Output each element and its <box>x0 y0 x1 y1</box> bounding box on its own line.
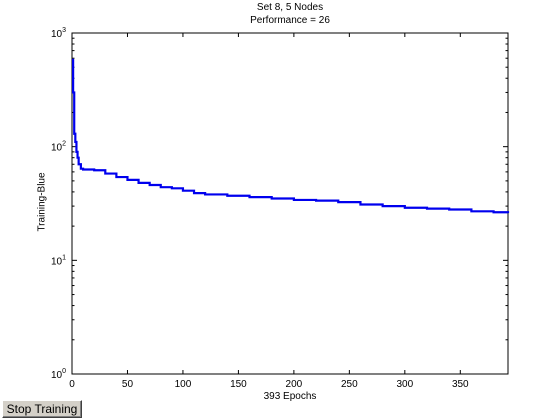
x-axis-label: 393 Epochs <box>263 391 317 402</box>
x-tick-label: 150 <box>230 379 247 390</box>
y-tick-label: 100 <box>51 368 66 381</box>
x-tick-label: 250 <box>341 379 358 390</box>
x-tick-label: 0 <box>69 379 75 390</box>
stop-training-button[interactable]: Stop Training <box>2 400 82 418</box>
y-tick-label: 102 <box>51 141 66 154</box>
plot-axes-box <box>71 32 509 375</box>
y-tick-label: 101 <box>51 254 66 267</box>
x-tick-label: 300 <box>396 379 413 390</box>
x-tick-label: 200 <box>286 379 303 390</box>
x-tick-label: 100 <box>175 379 192 390</box>
axis-tick-labels: 0 50 100 150 200 250 300 350 100 101 102 103 <box>51 27 469 390</box>
chart-title: Set 8, 5 Nodes <box>256 2 324 13</box>
chart-subtitle: Performance = 26 <box>250 15 330 26</box>
y-tick-label: 103 <box>51 27 66 40</box>
x-tick-label: 350 <box>452 379 469 390</box>
axis-ticks <box>71 32 508 375</box>
x-tick-label: 50 <box>122 379 134 390</box>
training-error-line <box>72 58 510 214</box>
y-axis-label: Training-Blue <box>36 172 48 232</box>
